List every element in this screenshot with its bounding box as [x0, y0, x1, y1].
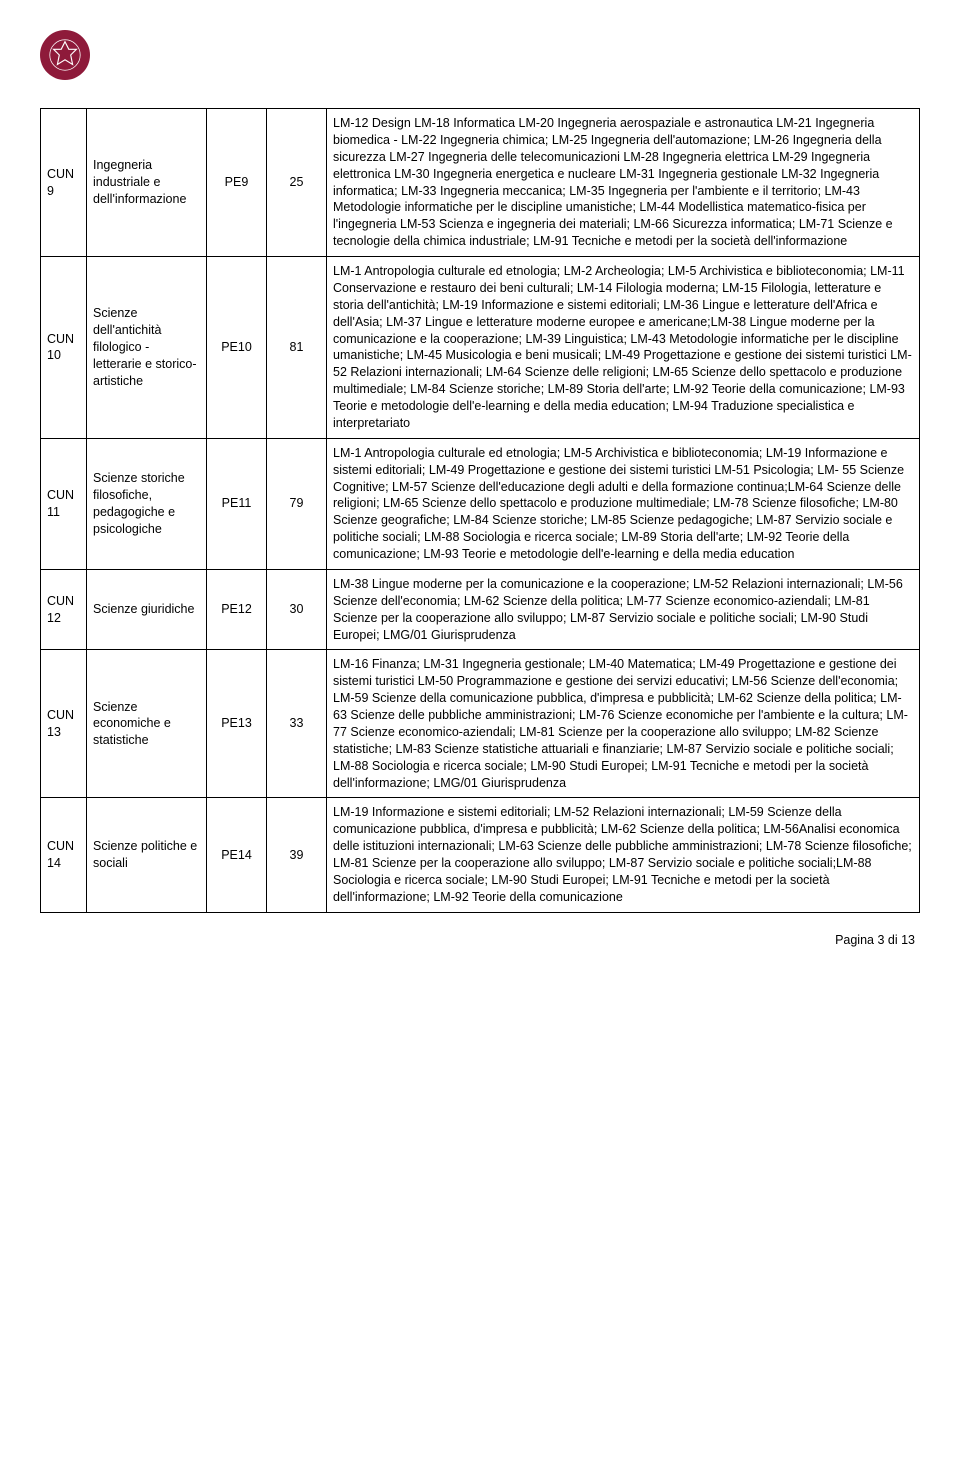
- table-row: CUN 14 Scienze politiche e sociali PE14 …: [41, 798, 920, 912]
- cell-num: 39: [267, 798, 327, 912]
- table-row: CUN 12 Scienze giuridiche PE12 30 LM-38 …: [41, 569, 920, 650]
- logo-circle: [40, 30, 90, 80]
- cell-pe: PE12: [207, 569, 267, 650]
- cell-num: 30: [267, 569, 327, 650]
- page-footer: Pagina 3 di 13: [40, 933, 920, 947]
- cell-desc: LM-16 Finanza; LM-31 Ingegneria gestiona…: [327, 650, 920, 798]
- cell-area: Scienze economiche e statistiche: [87, 650, 207, 798]
- cell-area: Scienze giuridiche: [87, 569, 207, 650]
- cell-desc: LM-38 Lingue moderne per la comunicazion…: [327, 569, 920, 650]
- header-logo: [40, 30, 920, 80]
- table-row: CUN 11 Scienze storiche filosofiche, ped…: [41, 438, 920, 569]
- cell-pe: PE10: [207, 257, 267, 439]
- cell-desc: LM-12 Design LM-18 Informatica LM-20 Ing…: [327, 109, 920, 257]
- cell-cun: CUN 13: [41, 650, 87, 798]
- cell-area: Scienze dell'antichità filologico - lett…: [87, 257, 207, 439]
- cell-num: 33: [267, 650, 327, 798]
- cell-area: Ingegneria industriale e dell'informazio…: [87, 109, 207, 257]
- cell-desc: LM-19 Informazione e sistemi editoriali;…: [327, 798, 920, 912]
- cell-cun: CUN 11: [41, 438, 87, 569]
- data-table: CUN 9 Ingegneria industriale e dell'info…: [40, 108, 920, 913]
- cell-num: 25: [267, 109, 327, 257]
- cell-cun: CUN 9: [41, 109, 87, 257]
- cell-num: 81: [267, 257, 327, 439]
- table-row: CUN 13 Scienze economiche e statistiche …: [41, 650, 920, 798]
- cell-desc: LM-1 Antropologia culturale ed etnologia…: [327, 257, 920, 439]
- table-row: CUN 9 Ingegneria industriale e dell'info…: [41, 109, 920, 257]
- cell-pe: PE14: [207, 798, 267, 912]
- cell-desc: LM-1 Antropologia culturale ed etnologia…: [327, 438, 920, 569]
- logo-emblem-icon: [46, 36, 84, 74]
- cell-num: 79: [267, 438, 327, 569]
- cell-area: Scienze politiche e sociali: [87, 798, 207, 912]
- cell-pe: PE11: [207, 438, 267, 569]
- cell-area: Scienze storiche filosofiche, pedagogich…: [87, 438, 207, 569]
- table-row: CUN 10 Scienze dell'antichità filologico…: [41, 257, 920, 439]
- cell-cun: CUN 14: [41, 798, 87, 912]
- cell-pe: PE13: [207, 650, 267, 798]
- cell-cun: CUN 12: [41, 569, 87, 650]
- cell-cun: CUN 10: [41, 257, 87, 439]
- cell-pe: PE9: [207, 109, 267, 257]
